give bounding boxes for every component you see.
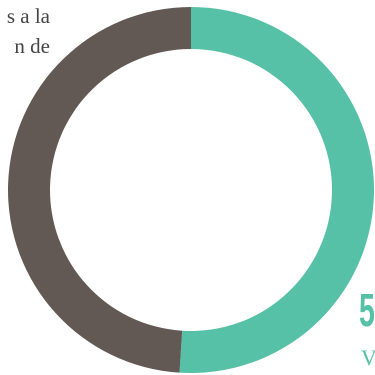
stat-label: V (361, 345, 375, 370)
caption-line-2: n de (14, 34, 50, 58)
donut-slice-2 (8, 7, 191, 373)
stat-value: 5 (359, 284, 375, 336)
donut-slice-1 (179, 7, 375, 373)
caption-line-1: s a la (6, 4, 50, 28)
